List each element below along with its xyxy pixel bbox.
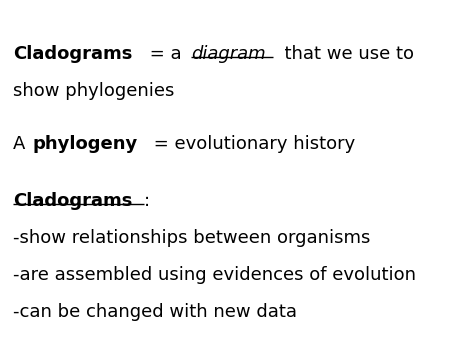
Text: Cladograms: Cladograms xyxy=(13,45,132,63)
Text: A: A xyxy=(13,136,31,153)
Text: -can be changed with new data: -can be changed with new data xyxy=(13,303,297,321)
Text: diagram: diagram xyxy=(191,45,266,63)
Text: Cladograms: Cladograms xyxy=(13,192,132,211)
Text: phylogeny: phylogeny xyxy=(33,136,138,153)
Text: that we use to: that we use to xyxy=(273,45,414,63)
Text: = evolutionary history: = evolutionary history xyxy=(148,136,356,153)
Text: :: : xyxy=(144,192,150,211)
Text: = a: = a xyxy=(144,45,187,63)
Text: -show relationships between organisms: -show relationships between organisms xyxy=(13,230,370,247)
Text: show phylogenies: show phylogenies xyxy=(13,82,174,100)
Text: -are assembled using evidences of evolution: -are assembled using evidences of evolut… xyxy=(13,266,416,284)
